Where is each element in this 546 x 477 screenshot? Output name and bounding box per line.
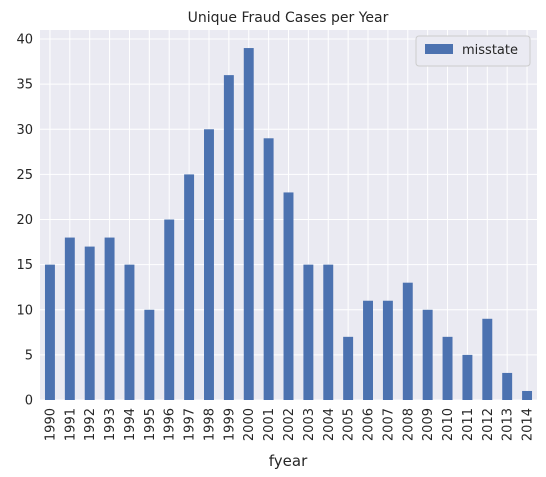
x-tick-label: 1991 [63, 408, 78, 441]
bar [184, 174, 195, 400]
y-tick-label: 5 [25, 348, 33, 363]
bar [323, 264, 334, 400]
x-tick-label: 1995 [143, 408, 158, 441]
bar [223, 75, 234, 400]
x-tick-label: 2012 [481, 408, 496, 441]
x-axis-label: fyear [269, 452, 308, 470]
bar [482, 318, 493, 400]
bar [283, 192, 294, 400]
x-tick-label: 2014 [521, 408, 536, 441]
y-tick-label: 15 [16, 258, 33, 273]
x-tick-label: 1990 [43, 408, 58, 441]
chart-title: Unique Fraud Cases per Year [188, 10, 389, 26]
x-tick-label: 2008 [401, 408, 416, 441]
y-tick-label: 0 [25, 394, 33, 409]
bar [44, 264, 55, 400]
y-tick-label: 20 [16, 213, 33, 228]
bar [343, 336, 354, 400]
x-tick-label: 1993 [103, 408, 118, 441]
x-tick-label: 2013 [501, 408, 516, 441]
x-tick-label: 1992 [83, 408, 98, 441]
bar [243, 48, 254, 401]
y-tick-label: 25 [16, 168, 33, 183]
x-tick-label: 2007 [381, 408, 396, 441]
bar [303, 264, 314, 400]
x-tick-label: 1998 [202, 408, 217, 441]
y-tick-label: 30 [16, 123, 33, 138]
bar [462, 354, 473, 400]
legend-swatch [425, 44, 453, 54]
y-tick-label: 35 [16, 78, 33, 93]
x-tick-label: 2009 [421, 408, 436, 441]
bar [422, 309, 433, 400]
bar [144, 309, 155, 400]
bar [164, 219, 175, 400]
bar [204, 129, 214, 400]
x-tick-label: 2006 [362, 408, 377, 441]
x-tick-label: 1994 [123, 408, 138, 441]
bar [442, 336, 453, 400]
legend: misstate [415, 35, 531, 67]
bar [263, 138, 274, 401]
bars [44, 48, 533, 401]
bar [402, 282, 413, 400]
x-tick-label: 2001 [262, 408, 277, 441]
legend-label: misstate [462, 43, 518, 58]
bar [84, 246, 95, 400]
bar [382, 300, 393, 400]
x-tick-label: 1996 [163, 408, 178, 441]
bar [104, 237, 115, 400]
x-tick-label: 2000 [242, 408, 257, 441]
x-tick-label: 1997 [183, 408, 198, 441]
x-tick-label: 2011 [461, 408, 476, 441]
x-tick-label: 2004 [322, 408, 337, 441]
y-axis-ticks: 0 5 10 15 20 25 30 35 40 [16, 33, 33, 409]
legend-box [415, 35, 531, 67]
bar [363, 300, 373, 400]
y-tick-label: 40 [16, 33, 33, 48]
x-tick-label: 2002 [282, 408, 297, 441]
bar [64, 237, 75, 400]
x-axis-ticks: 1990 1991 1992 1993 1994 1995 1996 1997 1998 1999… [43, 408, 535, 441]
bar [502, 372, 513, 400]
bar [124, 264, 135, 400]
x-tick-label: 1999 [222, 408, 237, 441]
y-tick-label: 10 [16, 303, 33, 318]
x-tick-label: 2005 [342, 408, 357, 441]
bar [522, 390, 533, 400]
x-tick-label: 2010 [441, 408, 456, 441]
x-tick-label: 2003 [302, 408, 317, 441]
